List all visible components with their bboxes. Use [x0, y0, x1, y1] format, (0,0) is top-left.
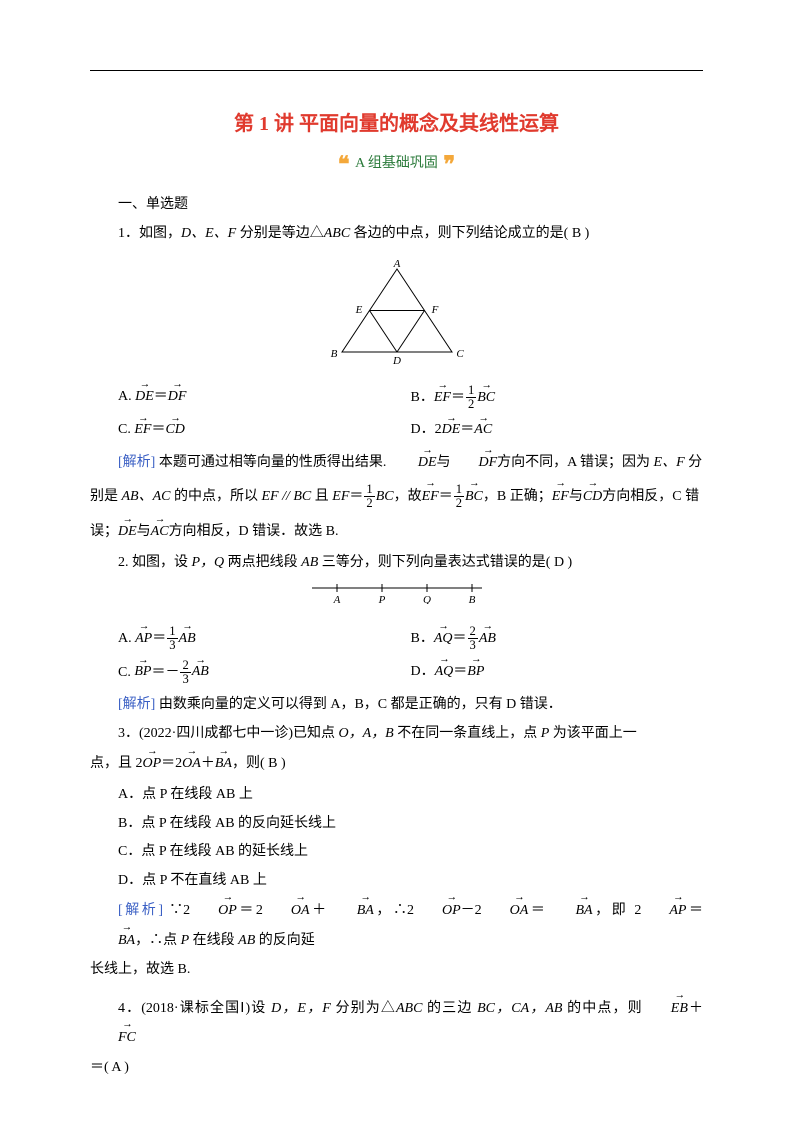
q2-option-a: A. AP＝13AB [118, 625, 411, 653]
q3-option-a: A．点 P 在线段 AB 上 [90, 782, 703, 809]
subtitle-text: A 组基础巩固 [355, 156, 438, 171]
q1-analysis-line2: 别是 AB、AC 的中点，所以 EF // BC 且 EF＝12BC，故EF＝1… [90, 479, 703, 515]
svg-text:Q: Q [423, 594, 431, 604]
svg-text:A: A [332, 594, 340, 604]
text: ABC [324, 226, 350, 241]
q3-analysis-line2: 长线上，故选 B. [90, 957, 703, 984]
q1-options: A. DE＝DF B．EF＝12BC C. EF＝CD D．2DE＝AC [90, 384, 703, 444]
q1-option-b: B．EF＝12BC [411, 384, 704, 412]
q2-options: A. AP＝13AB B．AQ＝23AB C. BP＝－23AB D．AQ＝BP [90, 625, 703, 686]
label-B: B [330, 348, 337, 360]
q4-stem-line1: 4．(2018·课标全国Ⅰ)设 D，E，F 分别为△ABC 的三边 BC，CA，… [90, 994, 703, 1053]
quote-right-icon: ❞ [443, 151, 455, 176]
q2-option-d: D．AQ＝BP [411, 659, 704, 687]
label-D: D [392, 355, 401, 367]
q3-option-d: D．点 P 不在直线 AB 上 [90, 868, 703, 895]
q2-option-c: C. BP＝－23AB [118, 659, 411, 687]
q3-analysis-line1: [解析] ∵2OP＝2OA＋BA，∴2OP－2OA＝BA，即 2AP＝BA，∴点… [90, 896, 703, 955]
svg-text:P: P [377, 594, 385, 604]
q3-stem-line2: 点，且 2OP＝2OA＋BA，则( B ) [90, 749, 703, 780]
analysis-label: [解析] [118, 697, 155, 712]
top-rule [90, 70, 703, 71]
section-heading: 一、单选题 [90, 192, 703, 219]
label-E: E [354, 304, 362, 316]
quote-left-icon: ❝ [338, 151, 350, 176]
q3-option-c: C．点 P 在线段 AB 的延长线上 [90, 839, 703, 866]
label-F: F [430, 304, 438, 316]
q1-option-d: D．2DE＝AC [411, 417, 704, 444]
q1-analysis-line1: [解析] 本题可通过相等向量的性质得出结果. DE与DF方向不同，A 错误；因为… [90, 450, 703, 477]
q1-diagram: A B C D E F [90, 257, 703, 378]
text: 分别是等边△ [236, 226, 324, 241]
q2-option-b: B．AQ＝23AB [411, 625, 704, 653]
q1-option-c: C. EF＝CD [118, 417, 411, 444]
label-C: C [456, 348, 464, 360]
subtitle: ❝ A 组基础巩固 ❞ [90, 151, 703, 178]
text: 各边的中点，则下列结论成立的是( B ) [350, 226, 589, 241]
text: 1．如图， [118, 226, 181, 241]
text: D、E、F [181, 226, 236, 241]
analysis-label: [解析] [118, 455, 155, 470]
q1-analysis-line3: 误；DE与AC方向相反，D 错误．故选 B. [90, 517, 703, 548]
label-A: A [392, 258, 400, 270]
page: 第 1 讲 平面向量的概念及其线性运算 ❝ A 组基础巩固 ❞ 一、单选题 1．… [0, 0, 793, 1143]
page-title: 第 1 讲 平面向量的概念及其线性运算 [90, 105, 703, 143]
svg-text:B: B [468, 594, 475, 604]
q2-stem: 2. 如图，设 P，Q 两点把线段 AB 三等分，则下列向量表达式错误的是( D… [90, 550, 703, 577]
q1-option-a: A. DE＝DF [118, 384, 411, 412]
q2-diagram: A P Q B [90, 582, 703, 615]
q3-option-b: B．点 P 在线段 AB 的反向延长线上 [90, 811, 703, 838]
q1-stem: 1．如图，D、E、F 分别是等边△ABC 各边的中点，则下列结论成立的是( B … [90, 221, 703, 248]
q2-analysis: [解析] 由数乘向量的定义可以得到 A，B，C 都是正确的，只有 D 错误． [90, 692, 703, 719]
q4-stem-line2: ＝( A ) [90, 1055, 703, 1082]
